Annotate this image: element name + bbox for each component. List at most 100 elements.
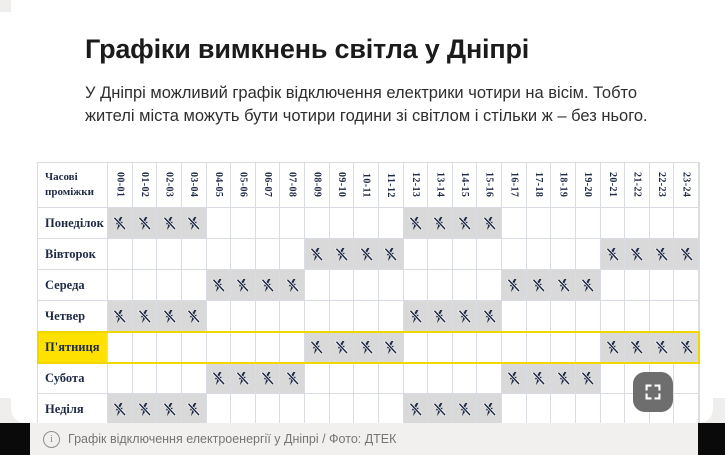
outage-cell [403,301,429,332]
time-slot-header: 12-13 [403,163,429,208]
outage-cell [255,270,281,301]
outage-cell [108,394,133,425]
outage-cell [600,332,626,363]
page-edge-notch [0,0,11,12]
outage-cell [649,332,675,363]
crossed-lightning-icon [187,216,201,230]
empty-cell [280,208,305,239]
empty-cell [674,301,699,332]
time-slot-label: 23-24 [680,172,692,198]
empty-cell [403,239,429,270]
day-label: Вівторок [38,239,108,270]
crossed-lightning-icon [680,247,693,261]
crossed-lightning-icon [532,278,545,292]
empty-cell [551,208,576,239]
intro-paragraph: У Дніпрі можливий графік відключення еле… [85,83,648,126]
empty-cell [575,394,601,425]
time-header-row: Часові проміжки 00-01 01-02 02-03 03-04 04-0… [38,163,699,208]
time-slot-header: 18-19 [551,163,576,208]
crossed-lightning-icon [335,340,348,354]
crossed-lightning-icon [286,371,299,385]
time-slot-label: 06-07 [262,172,274,198]
corner-label: Часові проміжки [38,163,108,208]
empty-cell [206,394,232,425]
outage-cell [526,270,552,301]
time-slot-label: 11-12 [385,172,397,198]
fullscreen-button[interactable] [633,372,673,412]
empty-cell [132,239,158,270]
empty-cell [477,239,502,270]
empty-cell [280,332,305,363]
empty-cell [600,363,626,394]
time-slot-label: 05-06 [237,172,249,198]
empty-cell [280,301,305,332]
day-row: Субота [38,363,699,394]
empty-cell [181,270,207,301]
empty-cell [206,332,232,363]
outage-schedule-table: Часові проміжки 00-01 01-02 02-03 03-04 04-0… [37,162,700,426]
outage-cell [280,363,305,394]
outage-cell [502,363,527,394]
crossed-lightning-icon [335,247,348,261]
outage-cell [157,301,182,332]
crossed-lightning-icon [409,216,422,230]
outage-cell [157,394,182,425]
time-slot-label: 21-22 [631,172,643,198]
crossed-lightning-icon [113,216,127,230]
crossed-lightning-icon [433,216,447,230]
outage-cell [181,208,207,239]
crossed-lightning-icon [384,340,398,354]
outage-cell [329,332,355,363]
empty-cell [551,394,576,425]
empty-cell [305,301,330,332]
crossed-lightning-icon [483,216,496,230]
empty-cell [354,301,379,332]
crossed-lightning-icon [630,247,644,261]
time-slot-label: 08-09 [311,172,323,198]
crossed-lightning-icon [581,371,595,385]
empty-cell [674,363,699,394]
outage-cell [231,270,256,301]
empty-cell [108,270,133,301]
time-slot-label: 18-19 [557,172,569,198]
empty-cell [526,394,552,425]
time-slot-header: 06-07 [255,163,281,208]
empty-cell [674,208,699,239]
outage-cell [551,270,576,301]
time-slot-header: 15-16 [477,163,502,208]
time-slot-label: 00-01 [114,172,126,198]
day-row: Четвер [38,301,699,332]
outage-cell [477,301,502,332]
day-row: Неділя [38,394,699,425]
time-slot-header: 04-05 [206,163,232,208]
empty-cell [231,301,256,332]
time-slot-label: 04-05 [212,172,224,198]
outage-cell [428,394,453,425]
empty-cell [600,301,626,332]
time-slot-header: 14-15 [452,163,478,208]
time-slot-header: 17-18 [526,163,552,208]
empty-cell [526,208,552,239]
empty-cell [452,239,478,270]
empty-cell [551,301,576,332]
empty-cell [625,270,650,301]
outage-cell [157,208,182,239]
outage-cell [674,332,699,363]
outage-cell [403,208,429,239]
time-slot-header: 13-14 [428,163,453,208]
empty-cell [305,270,330,301]
crossed-lightning-icon [655,247,669,261]
empty-cell [329,270,355,301]
crossed-lightning-icon [138,216,151,230]
empty-cell [305,363,330,394]
crossed-lightning-icon [286,278,299,292]
crossed-lightning-icon [557,371,570,385]
outage-cell [305,332,330,363]
empty-cell [354,394,379,425]
crossed-lightning-icon [483,309,496,323]
crossed-lightning-icon [409,402,422,416]
outage-cell [625,332,650,363]
empty-cell [255,208,281,239]
outage-cell [452,301,478,332]
empty-cell [231,239,256,270]
